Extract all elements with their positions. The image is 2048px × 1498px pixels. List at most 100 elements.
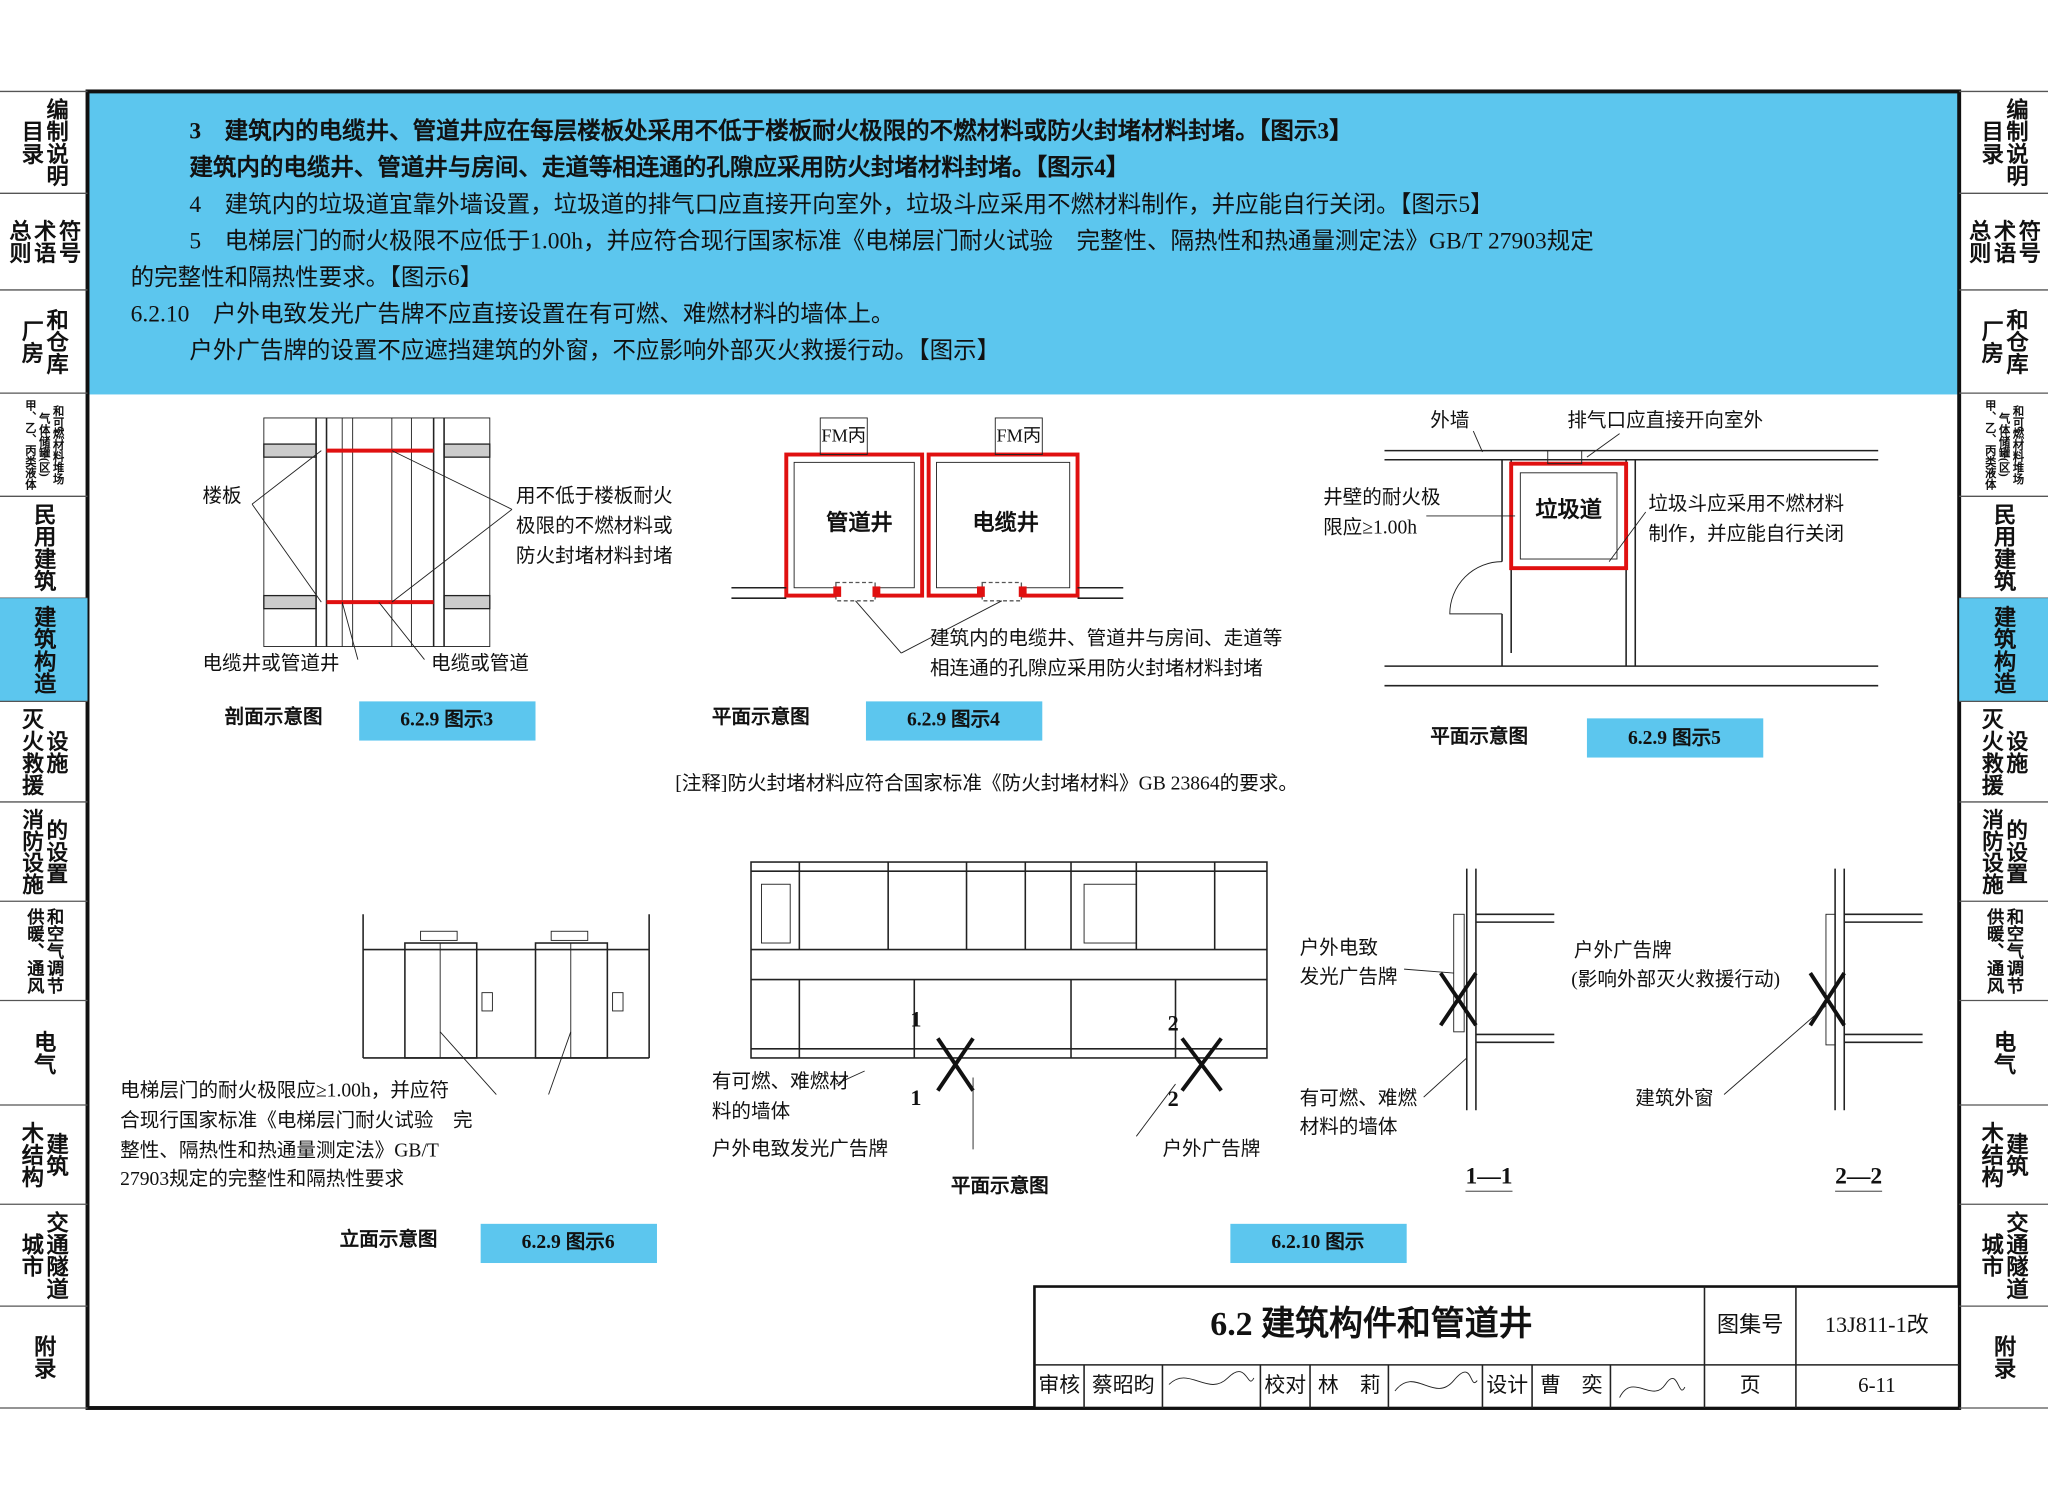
tab-label: 建筑构造 — [31, 605, 56, 695]
figure-6210-text: 料的墙体 — [712, 1100, 791, 1122]
figure-4-text: FM丙 — [821, 426, 866, 446]
figure-5-text: 井壁的耐火极 — [1323, 486, 1440, 508]
figure-6210-text: 1 — [910, 1085, 921, 1110]
figure-5-text: 限应≥1.00h — [1323, 516, 1417, 538]
tab-label: 编制说明 — [44, 96, 69, 188]
title-block-text: 审核 — [1038, 1373, 1080, 1397]
title-block-text: 6-11 — [1858, 1373, 1895, 1397]
tab-label: 供暖、通风 — [24, 907, 45, 995]
tab-label: 和可燃材料堆场 — [2011, 404, 2025, 485]
tab-label: 和空气调节 — [44, 908, 65, 995]
tab-label: 符号 — [56, 218, 81, 264]
tab-label: 附录 — [1991, 1333, 2016, 1379]
title-block-grid — [1033, 1285, 1961, 1410]
figure-6210-text: 建筑外窗 — [1635, 1087, 1713, 1109]
clause-line: 6.2.10 户外电致发光广告牌不应直接设置在有可燃、难燃材料的墙体上。 — [131, 300, 895, 327]
figure-4-text: 管道井 — [826, 509, 893, 535]
figure-6210-text: (影响外部灭火救援行动) — [1571, 968, 1780, 990]
figure-4-text: 6.2.9 图示4 — [907, 708, 1000, 730]
tab-active — [1959, 598, 2048, 702]
tab-label: 民用建筑 — [31, 503, 56, 592]
tab-label: 气体储罐(区) — [1998, 412, 2012, 477]
figure-3-text: 楼板 — [202, 485, 241, 507]
title-block-text: 校对 — [1264, 1373, 1306, 1397]
tab-label: 目录 — [1979, 120, 2004, 165]
figure-6-text: 27903规定的完整性和隔热性要求 — [120, 1168, 404, 1190]
tab-label: 木结构 — [1979, 1121, 2005, 1189]
tab-label: 和仓库 — [44, 308, 69, 376]
tab-label: 总则 — [1966, 218, 1991, 265]
figure-4-text: 相连通的孔隙应采用防火封堵材料封堵 — [930, 658, 1263, 680]
figure-6210-text: 材料的墙体 — [1300, 1116, 1398, 1138]
figure-6210-text: 户外广告牌 — [1574, 940, 1672, 962]
tab-label: 建筑 — [44, 1132, 69, 1177]
title-block-text: 曹 奕 — [1540, 1373, 1603, 1397]
title-block-text: 设计 — [1486, 1373, 1528, 1397]
figure-6210-text: 2 — [1168, 1086, 1179, 1111]
figure-4-text: 平面示意图 — [712, 705, 810, 728]
tab-label: 木结构 — [19, 1121, 45, 1189]
clause-line: 户外广告牌的设置不应遮挡建筑的外窗，不应影响外部灭火救援行动。【图示】 — [189, 337, 1000, 364]
tab-label: 电气 — [31, 1030, 57, 1076]
figure-4-text: FM丙 — [996, 426, 1041, 446]
tab-label: 术语 — [31, 219, 56, 264]
title-block-text: 蔡昭昀 — [1092, 1373, 1155, 1397]
tab-label: 交通隧道 — [44, 1209, 69, 1300]
figure-6-text: 整性、隔热性和热通量测定法》GB/T — [120, 1139, 439, 1161]
clause-line: 的完整性和隔热性要求。【图示6】 — [131, 264, 484, 291]
figure-4-drawing — [731, 417, 1124, 654]
tab-label: 交通隧道 — [2003, 1209, 2028, 1300]
caption-box — [359, 701, 536, 741]
tab-label: 和可燃材料堆场 — [52, 404, 66, 485]
figure-5-text: 6.2.9 图示5 — [1628, 727, 1721, 749]
tab-label: 建筑构造 — [1991, 605, 2016, 695]
figure-6210-text: 有可燃、难燃 — [1300, 1087, 1418, 1109]
figure-6210-text: 1—1 — [1465, 1164, 1512, 1190]
caption-box — [865, 701, 1043, 741]
figure-6-text: 立面示意图 — [340, 1227, 438, 1250]
figure-6210-drawing — [750, 861, 1268, 1150]
title-block-text: 图集号 — [1717, 1312, 1784, 1337]
tab-label: 消防设施 — [20, 808, 44, 896]
figure-5-text: 制作，并应能自行关闭 — [1648, 523, 1844, 545]
tab-label: 和空气调节 — [2004, 908, 2025, 995]
figure-4-text: 建筑内的电缆井、管道井与房间、走道等 — [930, 627, 1282, 649]
tab-label: 灭火救援 — [20, 708, 44, 797]
clause-line: 5 电梯层门的耐火极限不应低于1.00h，并应符合现行国家标准《电梯层门耐火试验… — [189, 227, 1593, 254]
figure-6210-text: 户外电致发光广告牌 — [712, 1138, 888, 1160]
tab-active — [0, 598, 88, 702]
tab-label: 厂房 — [1979, 319, 2004, 365]
figure-6210-text: 1 — [910, 1006, 921, 1031]
tab-label: 灭火救援 — [1979, 708, 2003, 797]
tab-label: 总则 — [6, 218, 31, 265]
figure-6-text: 合现行国家标准《电梯层门耐火试验 完 — [120, 1109, 472, 1131]
title-block-text: 13J811-1改 — [1825, 1312, 1929, 1337]
tab-label: 设施 — [2004, 730, 2028, 775]
tab-label: 城市 — [1979, 1232, 2004, 1278]
figure-3-drawing — [251, 417, 513, 660]
tab-label: 的设置 — [2004, 818, 2028, 884]
figure-6-drawing — [362, 914, 650, 1095]
tab-label: 城市 — [19, 1232, 44, 1278]
figure-6210-text: 2 — [1168, 1010, 1179, 1035]
tab-label: 建筑 — [2003, 1132, 2028, 1177]
tab-label: 和仓库 — [2003, 308, 2028, 376]
figure-3-text: 电缆井或管道井 — [202, 652, 339, 674]
tab-label: 的设置 — [44, 818, 68, 884]
figure-6210-text: 2—2 — [1835, 1164, 1882, 1190]
note-text: [注释]防火封堵材料应符合国家标准《防火封堵材料》GB 23864的要求。 — [675, 772, 1298, 794]
figure-6210-text: 户外广告牌 — [1162, 1138, 1260, 1160]
figure-3-text: 电缆或管道 — [431, 652, 529, 674]
caption-box — [1586, 718, 1764, 758]
figure-5-text: 垃圾道 — [1535, 496, 1602, 522]
figure-6210-text: 有可燃、难燃材 — [712, 1070, 849, 1092]
clause-line: 4 建筑内的垃圾道宜靠外墙设置，垃圾道的排气口应直接开向室外，垃圾斗应采用不燃材… — [189, 191, 1493, 218]
tab-label: 设施 — [44, 730, 68, 775]
section-drawings — [1404, 868, 1923, 1192]
tab-label: 甲、乙、丙类液体 — [24, 400, 37, 491]
tab-label: 气体储罐(区) — [38, 412, 52, 477]
tab-label: 消防设施 — [1980, 808, 2004, 896]
clause-line: 建筑内的电缆井、管道井与房间、走道等相连通的孔隙应采用防火封堵材料封堵。【图示4… — [189, 153, 1129, 181]
